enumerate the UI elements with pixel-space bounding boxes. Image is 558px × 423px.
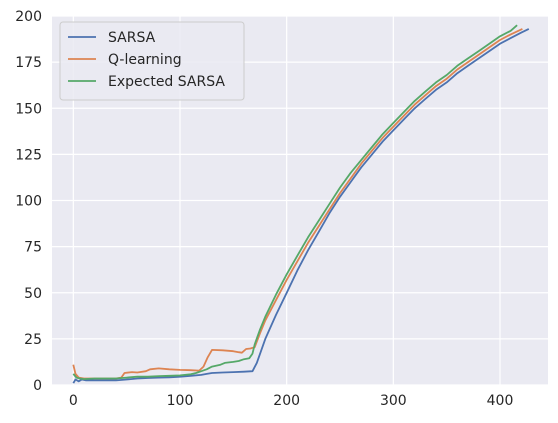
y-tick-label: 50	[24, 286, 42, 302]
y-tick-label: 150	[15, 101, 42, 117]
x-tick-label: 300	[380, 393, 407, 409]
legend-label: SARSA	[108, 30, 156, 46]
legend-label: Expected SARSA	[108, 74, 225, 90]
y-tick-label: 125	[15, 147, 42, 163]
y-axis-ticks: 0 25 50 75 100 125 150 175 200	[15, 9, 42, 394]
y-tick-label: 175	[15, 55, 42, 71]
series-line-0	[72, 28, 530, 384]
x-tick-label: 200	[273, 393, 300, 409]
series-line-2	[72, 24, 518, 380]
series-lines	[72, 24, 530, 384]
legend-box	[59, 21, 245, 101]
x-tick-label: 0	[69, 393, 78, 409]
y-tick-label: 100	[15, 194, 42, 210]
y-tick-label: 200	[15, 9, 42, 25]
x-tick-label: 100	[167, 393, 194, 409]
legend-label: Q-learning	[108, 52, 182, 68]
y-tick-label: 0	[33, 378, 42, 394]
series-line-1	[72, 28, 523, 380]
x-tick-label: 400	[487, 393, 514, 409]
y-tick-label: 25	[24, 332, 42, 348]
y-tick-label: 75	[24, 240, 42, 256]
grid-lines	[52, 15, 548, 386]
legend: SARSA Q-learning Expected SARSA	[59, 21, 245, 101]
x-axis-ticks: 0 100 200 300 400	[69, 393, 513, 409]
